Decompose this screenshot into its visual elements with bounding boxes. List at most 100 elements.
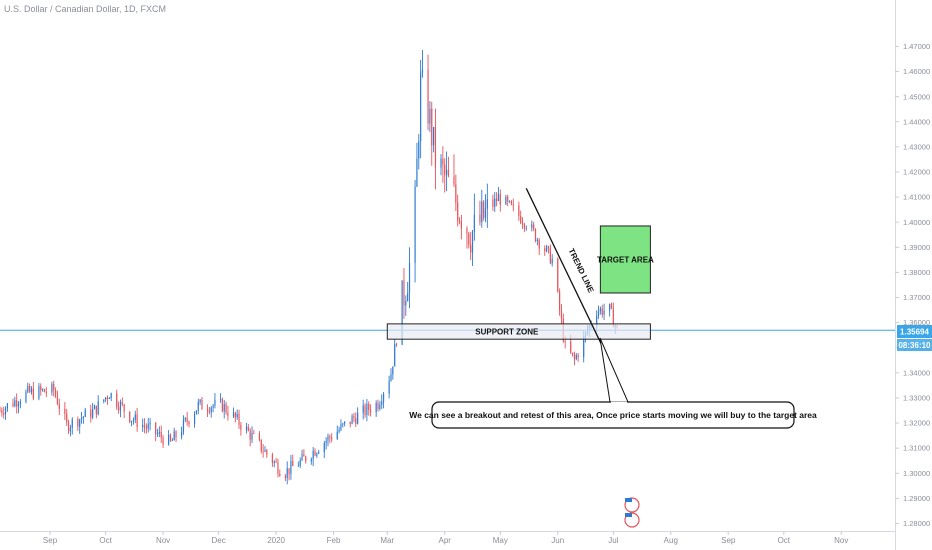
- bar-countdown-tag: [897, 339, 932, 351]
- price-tick-label: 1.46000: [903, 67, 930, 76]
- candle-body: [421, 69, 424, 73]
- candle-body: [533, 224, 535, 230]
- candle-body: [366, 404, 368, 415]
- candle-body: [559, 291, 561, 310]
- candle-body: [473, 214, 475, 232]
- candle-body: [458, 220, 461, 222]
- candle-body: [56, 396, 59, 405]
- candle-body: [325, 440, 327, 444]
- candle-body: [323, 443, 325, 453]
- candle-body: [538, 239, 540, 249]
- candle-body: [375, 402, 377, 413]
- candle-body: [433, 126, 435, 146]
- candle-body: [610, 303, 613, 309]
- candle-body: [471, 231, 474, 253]
- candle-body: [45, 392, 47, 393]
- candle-body: [492, 199, 494, 207]
- chart-title: U.S. Dollar / Canadian Dollar, 1D, FXCM: [4, 4, 166, 14]
- candle-body: [234, 412, 236, 418]
- candle-body: [266, 450, 268, 455]
- time-tick-label: 2020: [267, 536, 285, 545]
- candle-body: [16, 400, 18, 407]
- candle-body: [80, 418, 83, 420]
- candle-body: [368, 404, 370, 410]
- candle-body: [275, 461, 277, 463]
- time-tick-label: Aug: [664, 536, 678, 545]
- candle-body: [240, 424, 242, 430]
- candle-body: [546, 246, 548, 252]
- candle-body: [431, 108, 433, 146]
- candle-body: [612, 308, 614, 328]
- candle-body: [405, 300, 407, 306]
- candle-body: [344, 421, 346, 424]
- price-tick-label: 1.42000: [903, 168, 930, 177]
- candle-body: [93, 405, 96, 410]
- candle-body: [236, 413, 238, 418]
- candle-body: [92, 409, 94, 418]
- time-tick-label: Nov: [834, 536, 848, 545]
- candle-body: [310, 459, 312, 462]
- candle-body: [394, 344, 396, 367]
- candle-body: [499, 194, 501, 205]
- candle-body: [206, 409, 209, 411]
- candle-body: [279, 474, 281, 477]
- time-tick-label: Mar: [380, 536, 394, 545]
- price-tick-label: 1.37000: [903, 293, 930, 302]
- candle-body: [51, 384, 53, 393]
- candle-body: [79, 419, 81, 427]
- candle-body: [156, 433, 159, 435]
- candle-body: [110, 393, 112, 399]
- candle-body: [130, 420, 133, 422]
- candle-body: [108, 398, 110, 400]
- candle-body: [496, 198, 498, 202]
- time-tick-label: Nov: [156, 536, 170, 545]
- candle-body: [105, 397, 107, 400]
- candle-body: [299, 460, 301, 466]
- time-tick-label: Oct: [778, 536, 791, 545]
- candle-body: [273, 461, 275, 464]
- candle-body: [219, 399, 222, 400]
- event-flags-icon[interactable]: [624, 497, 640, 528]
- time-tick-label: Jul: [608, 536, 618, 545]
- price-tick-label: 1.36000: [903, 318, 930, 327]
- candle-body: [549, 247, 551, 264]
- candle-body: [277, 462, 279, 475]
- candle-body: [571, 352, 574, 355]
- candle-body: [416, 158, 418, 187]
- candle-body: [95, 405, 97, 415]
- candle-body: [301, 454, 303, 461]
- time-tick-label: May: [493, 536, 508, 545]
- candle-body: [544, 248, 546, 252]
- candle-body: [329, 436, 331, 438]
- candle-body: [27, 385, 29, 392]
- candle-body: [42, 389, 44, 391]
- price-axis: 1.47000 1.46000 1.45000 1.44000 1.43000 1.420…: [895, 42, 930, 528]
- candle-body: [445, 169, 448, 175]
- candle-body: [353, 416, 355, 419]
- candle-body: [518, 205, 520, 216]
- candle-body: [403, 280, 405, 306]
- target-area-box[interactable]: [599, 225, 651, 294]
- candle-body: [512, 204, 514, 206]
- support-zone-box[interactable]: [386, 323, 651, 340]
- candle-body: [395, 344, 398, 345]
- price-tick-label: 1.34000: [903, 368, 930, 377]
- trend-line[interactable]: [525, 188, 614, 370]
- candle-body: [201, 399, 203, 410]
- candle-body: [262, 451, 264, 452]
- candle-body: [338, 429, 340, 432]
- candle-body: [288, 468, 290, 475]
- candle-body: [609, 303, 611, 311]
- candle-body: [121, 402, 123, 405]
- candle-body: [340, 424, 342, 430]
- candle-body: [534, 229, 537, 242]
- candle-body: [106, 397, 109, 400]
- candle-body: [210, 407, 212, 413]
- candle-body: [457, 202, 459, 221]
- price-tick-label: 1.47000: [903, 42, 930, 51]
- candle-body: [521, 223, 524, 225]
- candle-body: [305, 456, 307, 462]
- candle-body: [173, 431, 175, 441]
- bar-countdown-value: 08:36:10: [898, 341, 931, 350]
